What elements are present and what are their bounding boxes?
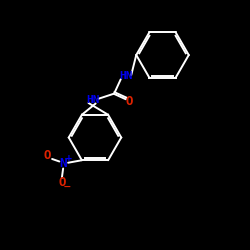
Text: HN: HN xyxy=(86,95,100,105)
Text: N: N xyxy=(59,158,67,170)
Text: −: − xyxy=(64,182,71,192)
Text: +: + xyxy=(66,154,71,164)
Text: O: O xyxy=(44,149,51,162)
Text: O: O xyxy=(58,176,66,189)
Text: HN: HN xyxy=(120,71,133,81)
Text: O: O xyxy=(125,95,132,108)
